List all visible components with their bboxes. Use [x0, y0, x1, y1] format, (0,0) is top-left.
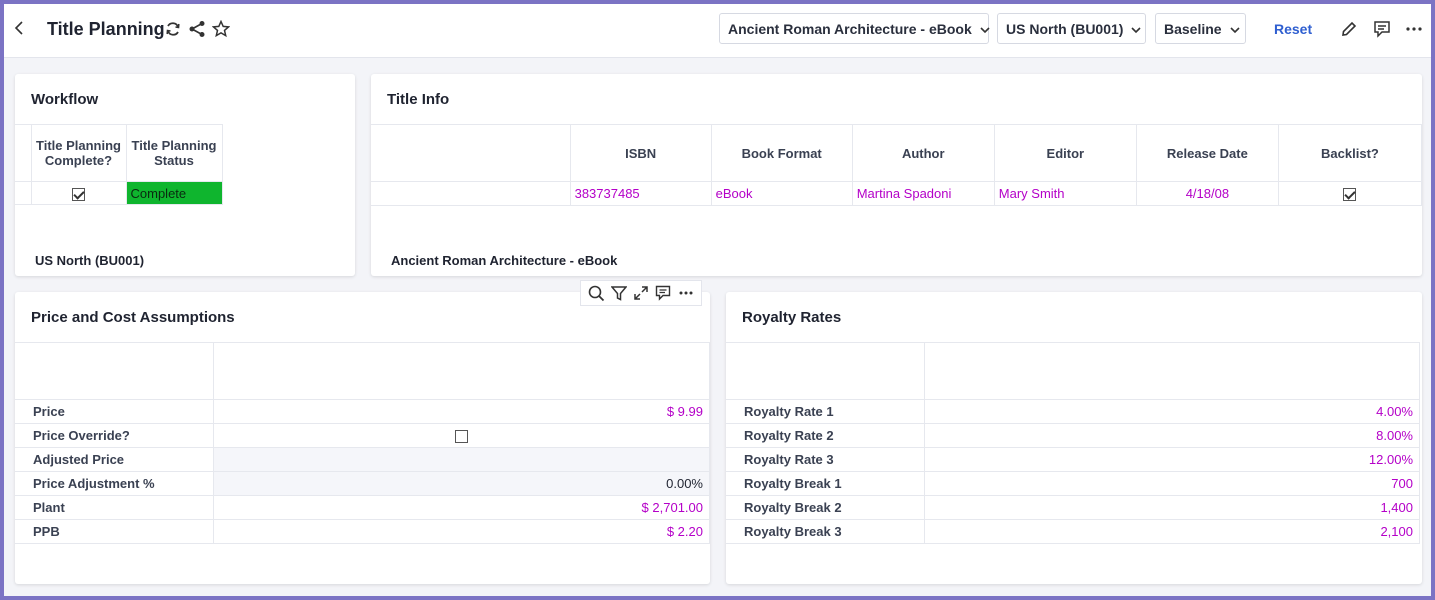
- scenario-select[interactable]: Baseline: [1155, 13, 1246, 44]
- backlist-checkbox[interactable]: [1343, 188, 1357, 202]
- row-label: Royalty Rate 1: [726, 399, 926, 424]
- isbn-cell[interactable]: 383737485: [569, 181, 712, 206]
- row-header-cell: [371, 124, 571, 182]
- workflow-title: Workflow: [31, 91, 99, 108]
- royalty-value[interactable]: 700: [924, 471, 1420, 496]
- adjusted-price-value: [213, 447, 710, 472]
- column-header: Editor: [993, 124, 1137, 182]
- workflow-card: Workflow Title Planning Complete? Title …: [15, 74, 355, 276]
- royalty-table: Royalty Rate 1 4.00% Royalty Rate 2 8.00…: [726, 342, 1420, 544]
- row-header-cell: [371, 181, 571, 206]
- scenario-select-value: Baseline: [1164, 20, 1222, 37]
- price-adjustment-value: 0.00%: [213, 471, 710, 496]
- share-icon[interactable]: [187, 19, 207, 39]
- title-info-title: Title Info: [387, 91, 450, 108]
- page-title: Title Planning: [47, 19, 165, 39]
- row-header-cell: [15, 181, 32, 205]
- row-label: Royalty Break 3: [726, 519, 926, 544]
- column-header: ISBN: [569, 124, 712, 182]
- row-label: Adjusted Price: [15, 447, 215, 472]
- chevron-down-icon: [980, 21, 990, 37]
- price-override-checkbox[interactable]: [455, 430, 469, 444]
- editor-cell[interactable]: Mary Smith: [993, 181, 1137, 206]
- chevron-down-icon: [1131, 21, 1142, 37]
- workflow-table: Title Planning Complete? Title Planning …: [15, 124, 223, 205]
- business-unit-select[interactable]: US North (BU001): [997, 13, 1146, 44]
- business-unit-select-value: US North (BU001): [1006, 20, 1124, 37]
- refresh-icon[interactable]: [163, 19, 183, 39]
- column-header: Backlist?: [1277, 124, 1422, 182]
- more-options-icon[interactable]: [1404, 19, 1424, 39]
- ppb-value[interactable]: $ 2.20: [213, 519, 710, 544]
- chevron-down-icon: [1230, 21, 1240, 37]
- price-cost-card: Price and Cost Assumptions Price $ 9.99 …: [15, 292, 710, 584]
- title-info-footer-label: Ancient Roman Architecture - eBook: [391, 253, 618, 268]
- royalty-card: Royalty Rates Royalty Rate 1 4.00% Royal…: [726, 292, 1422, 584]
- royalty-value[interactable]: 2,100: [924, 519, 1420, 544]
- release-date-cell[interactable]: 4/18/08: [1135, 181, 1279, 206]
- row-label: Royalty Rate 2: [726, 423, 926, 448]
- title-info-table: ISBN Book Format Author Editor Release D…: [371, 124, 1422, 206]
- row-header-cell: [15, 124, 32, 182]
- back-arrow-icon[interactable]: [10, 18, 30, 38]
- row-label: Royalty Break 2: [726, 495, 926, 520]
- row-label: Royalty Rate 3: [726, 447, 926, 472]
- comment-icon[interactable]: [653, 283, 673, 303]
- pencil-icon[interactable]: [1339, 19, 1359, 39]
- royalty-value[interactable]: 8.00%: [924, 423, 1420, 448]
- column-header: [213, 342, 710, 400]
- backlist-cell: [1277, 181, 1422, 206]
- reset-button[interactable]: Reset: [1274, 21, 1313, 37]
- row-label: Plant: [15, 495, 215, 520]
- filter-icon[interactable]: [609, 283, 629, 303]
- column-header: Release Date: [1135, 124, 1279, 182]
- more-options-icon[interactable]: [676, 283, 696, 303]
- column-header: Title Planning Complete?: [30, 124, 127, 182]
- royalty-value[interactable]: 12.00%: [924, 447, 1420, 472]
- price-cost-table: Price $ 9.99 Price Override? Adjusted Pr…: [15, 342, 710, 544]
- royalty-value[interactable]: 4.00%: [924, 399, 1420, 424]
- row-label: Royalty Break 1: [726, 471, 926, 496]
- title-info-card: Title Info ISBN Book Format Author Edito…: [371, 74, 1422, 276]
- page-header: Title Planning Ancient Roman Architectur…: [4, 4, 1431, 58]
- row-label: Price Override?: [15, 423, 215, 448]
- royalty-title: Royalty Rates: [742, 309, 842, 326]
- row-header-cell: [15, 342, 215, 400]
- planning-complete-cell: [30, 181, 127, 205]
- column-header: [924, 342, 1420, 400]
- price-value[interactable]: $ 9.99: [213, 399, 710, 424]
- title-select[interactable]: Ancient Roman Architecture - eBook: [719, 13, 990, 44]
- row-label: Price Adjustment %: [15, 471, 215, 496]
- expand-icon[interactable]: [631, 283, 651, 303]
- column-header: Title Planning Status: [125, 124, 223, 182]
- star-icon[interactable]: [211, 19, 231, 39]
- plant-value[interactable]: $ 2,701.00: [213, 495, 710, 520]
- price-cost-title: Price and Cost Assumptions: [31, 309, 235, 326]
- row-label: PPB: [15, 519, 215, 544]
- search-icon[interactable]: [586, 283, 606, 303]
- status-badge[interactable]: Complete: [125, 181, 223, 205]
- comment-icon[interactable]: [1372, 19, 1392, 39]
- title-select-value: Ancient Roman Architecture - eBook: [728, 20, 972, 37]
- workflow-footer-label: US North (BU001): [35, 253, 145, 268]
- price-override-cell: [213, 423, 710, 448]
- book-format-cell[interactable]: eBook: [710, 181, 853, 206]
- planning-complete-checkbox[interactable]: [72, 187, 85, 201]
- column-header: Book Format: [710, 124, 853, 182]
- column-header: Author: [851, 124, 995, 182]
- author-cell[interactable]: Martina Spadoni: [851, 181, 995, 206]
- row-header-cell: [726, 342, 926, 400]
- row-label: Price: [15, 399, 215, 424]
- app-frame: Title Planning Ancient Roman Architectur…: [4, 4, 1431, 596]
- royalty-value[interactable]: 1,400: [924, 495, 1420, 520]
- card-toolbar: [580, 280, 702, 306]
